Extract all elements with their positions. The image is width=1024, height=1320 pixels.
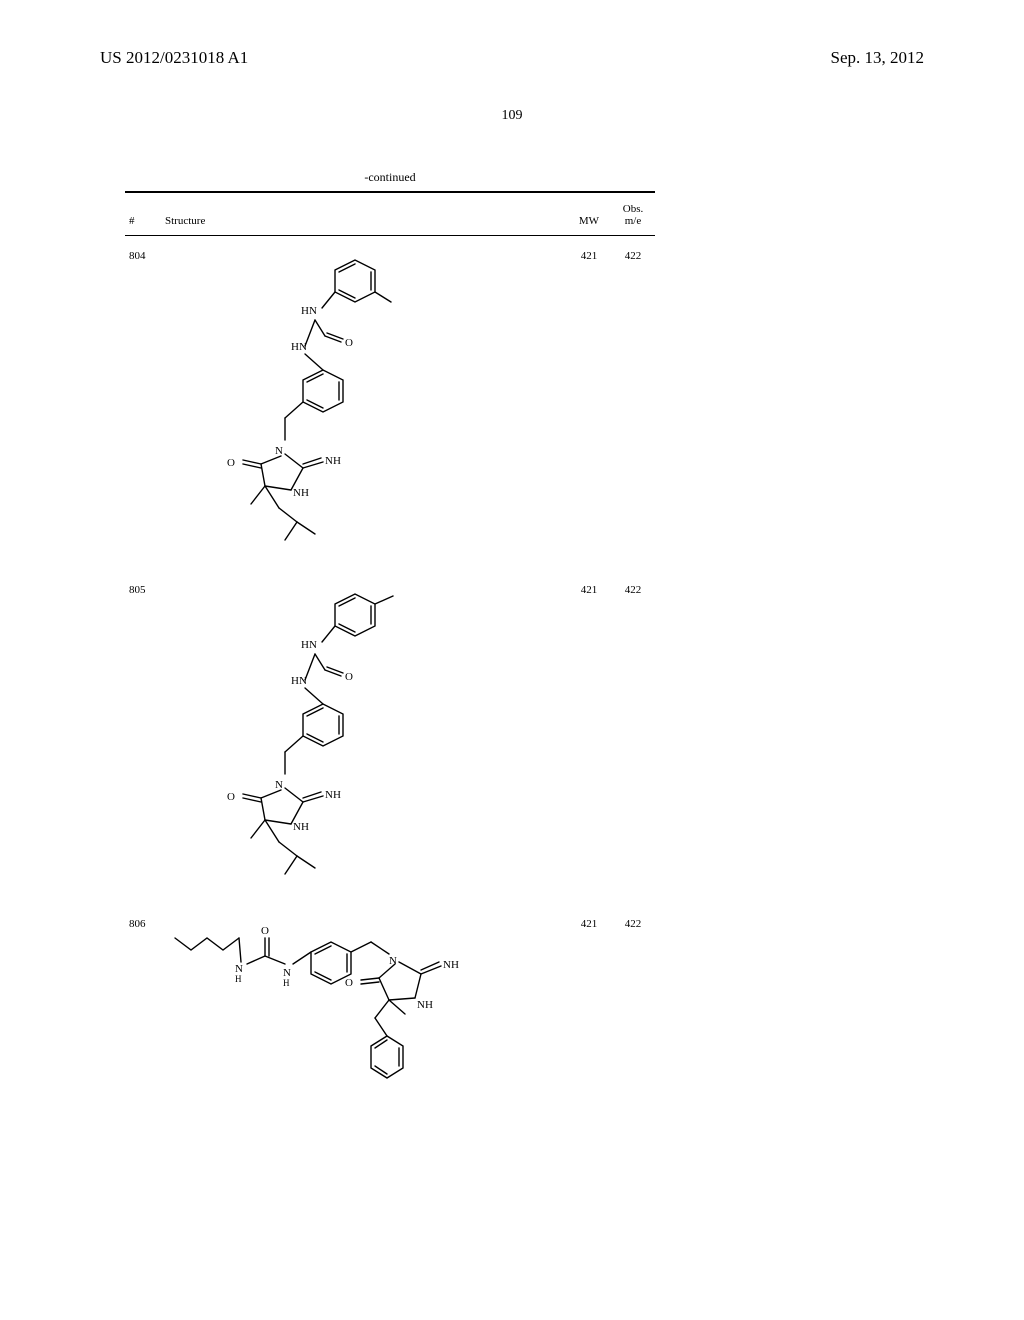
col-header-obs: Obs. m/e [611,203,655,227]
svg-text:O: O [227,791,235,803]
svg-text:H: H [235,974,242,984]
table-row: 805 HN [125,570,655,904]
svg-text:N: N [275,779,283,791]
svg-text:O: O [345,337,353,349]
cell-obs: 422 [611,250,655,262]
obs-line1: Obs. [611,203,655,215]
cell-num: 804 [125,250,165,262]
svg-text:NH: NH [325,455,341,467]
cell-obs: 422 [611,584,655,596]
svg-text:NH: NH [417,999,433,1011]
publication-date: Sep. 13, 2012 [831,48,925,68]
compound-table: -continued # Structure MW Obs. m/e 804 [125,170,655,1118]
obs-line2: m/e [611,215,655,227]
svg-text:H: H [283,978,290,988]
page-header: US 2012/0231018 A1 Sep. 13, 2012 [0,48,1024,68]
svg-text:O: O [345,977,353,989]
svg-text:NH: NH [293,821,309,833]
structure-804: HN O HN [165,250,425,570]
structure-806: N H O N H [165,918,525,1118]
svg-text:NH: NH [443,959,459,971]
svg-text:HN: HN [291,675,307,687]
header-row: US 2012/0231018 A1 Sep. 13, 2012 [100,48,924,68]
cell-structure: HN O HN [165,250,567,570]
cell-mw: 421 [567,584,611,596]
table-body: 804 HN [125,236,655,1118]
col-header-num: # [125,215,165,227]
page-number: 109 [502,108,523,124]
publication-number: US 2012/0231018 A1 [100,48,248,68]
col-header-structure: Structure [165,215,567,227]
svg-text:N: N [275,445,283,457]
cell-mw: 421 [567,250,611,262]
svg-text:HN: HN [301,639,317,651]
col-header-mw: MW [567,215,611,227]
cell-obs: 422 [611,918,655,930]
column-headers: # Structure MW Obs. m/e [125,193,655,235]
svg-text:NH: NH [293,487,309,499]
cell-structure: N H O N H [165,918,567,1118]
svg-text:HN: HN [301,305,317,317]
cell-mw: 421 [567,918,611,930]
table-row: 804 HN [125,236,655,570]
cell-structure: HN O HN [165,584,567,904]
continued-label: -continued [125,170,655,185]
table-row: 806 N H O [125,904,655,1118]
cell-num: 805 [125,584,165,596]
svg-text:O: O [261,925,269,937]
svg-text:O: O [227,457,235,469]
svg-text:NH: NH [325,789,341,801]
cell-num: 806 [125,918,165,930]
structure-805: HN O HN [165,584,425,904]
svg-text:O: O [345,671,353,683]
svg-text:HN: HN [291,341,307,353]
